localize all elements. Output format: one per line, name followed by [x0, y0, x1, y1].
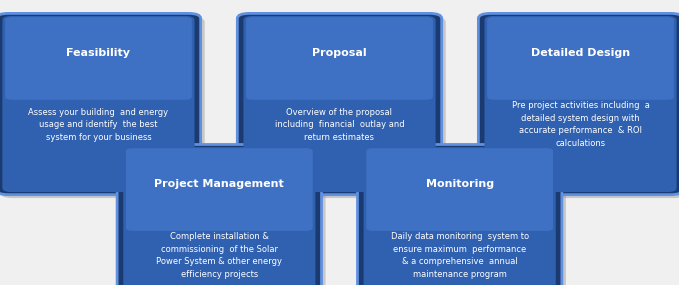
FancyBboxPatch shape [367, 148, 553, 231]
FancyBboxPatch shape [117, 144, 322, 285]
FancyBboxPatch shape [246, 17, 433, 100]
FancyBboxPatch shape [5, 17, 192, 100]
FancyBboxPatch shape [126, 148, 312, 231]
FancyBboxPatch shape [2, 16, 195, 192]
Text: Proposal: Proposal [312, 48, 367, 58]
Text: Complete installation &
commissioning  of the Solar
Power System & other energy
: Complete installation & commissioning of… [156, 232, 282, 279]
FancyBboxPatch shape [0, 13, 201, 195]
FancyBboxPatch shape [0, 17, 205, 198]
Text: Daily data monitoring  system to
ensure maximum  performance
& a comprehensive  : Daily data monitoring system to ensure m… [390, 232, 529, 279]
FancyBboxPatch shape [361, 148, 566, 285]
Text: Assess your building  and energy
usage and identify  the best
system for your bu: Assess your building and energy usage an… [29, 107, 168, 142]
FancyBboxPatch shape [243, 16, 436, 192]
FancyBboxPatch shape [478, 13, 679, 195]
FancyBboxPatch shape [482, 17, 679, 198]
Text: Feasibility: Feasibility [67, 48, 130, 58]
FancyBboxPatch shape [487, 17, 674, 100]
FancyBboxPatch shape [238, 13, 441, 195]
FancyBboxPatch shape [242, 17, 445, 198]
FancyBboxPatch shape [484, 16, 676, 192]
Text: Overview of the proposal
including  financial  outlay and
return estimates: Overview of the proposal including finan… [275, 107, 404, 142]
Text: Monitoring: Monitoring [426, 179, 494, 189]
FancyBboxPatch shape [122, 148, 326, 285]
Text: Detailed Design: Detailed Design [531, 48, 630, 58]
Text: Pre project activities including  a
detailed system design with
accurate perform: Pre project activities including a detai… [511, 101, 650, 148]
FancyBboxPatch shape [364, 147, 555, 285]
FancyBboxPatch shape [357, 144, 562, 285]
Text: Project Management: Project Management [154, 179, 285, 189]
FancyBboxPatch shape [124, 147, 315, 285]
